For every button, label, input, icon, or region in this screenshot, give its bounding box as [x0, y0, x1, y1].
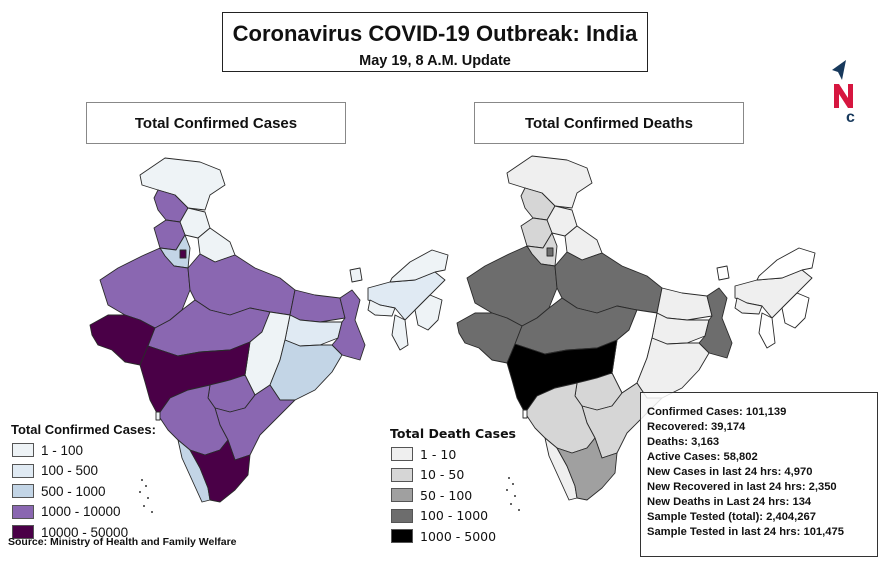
legend-item: 100 - 500 — [11, 461, 156, 482]
cases-island-dot — [147, 497, 149, 499]
cases-region-goa — [155, 411, 161, 421]
legend-item: 1 - 100 — [11, 440, 156, 461]
legend-label: 1000 - 10000 — [41, 504, 121, 520]
title-box: Coronavirus COVID-19 Outbreak: India May… — [222, 12, 648, 72]
deaths-legend: Total Death Cases 1 - 10 10 - 50 50 - 100 1… — [390, 426, 516, 547]
cases-region-delhi — [179, 249, 187, 259]
legend-swatch — [12, 463, 34, 478]
confirmed-cases-map — [89, 157, 449, 513]
deaths-island-dot — [510, 503, 512, 505]
nc-logo: c — [832, 60, 855, 126]
deaths-region-north-east-small — [781, 292, 810, 329]
deaths-panel-title: Total Confirmed Deaths — [474, 102, 744, 144]
page-title: Coronavirus COVID-19 Outbreak: India — [232, 21, 638, 46]
legend-label: 500 - 1000 — [41, 483, 106, 499]
cases-region-sikkim — [349, 267, 363, 283]
legend-swatch — [391, 467, 413, 482]
stat-line: Sample Tested (total): 2,404,267 — [647, 511, 816, 523]
deaths-region-bihar — [656, 287, 713, 321]
stat-line: Active Cases: 58,802 — [647, 451, 758, 463]
deaths-island-dot — [514, 495, 516, 497]
cases-region-north-east-small — [414, 294, 443, 331]
stats-box: Confirmed Cases: 101,139 Recovered: 39,17… — [640, 392, 878, 557]
stat-line: Confirmed Cases: 101,139 — [647, 406, 787, 418]
cases-island-dot — [141, 479, 143, 481]
deaths-region-tripura — [758, 312, 776, 349]
legend-swatch — [391, 508, 413, 523]
legend-label: 10000 - 50000 — [41, 524, 129, 540]
stat-line: Deaths: 3,163 — [647, 436, 720, 448]
cases-legend: Total Confirmed Cases: 1 - 100 100 - 500 5… — [11, 422, 156, 543]
cases-island-dot — [145, 485, 147, 487]
deaths-legend-title: Total Death Cases — [390, 426, 516, 441]
legend-item: 1000 - 5000 — [390, 526, 516, 547]
deaths-region-delhi — [546, 247, 554, 257]
legend-label: 10 - 50 — [420, 467, 465, 483]
logo-arrow-icon — [832, 60, 846, 80]
legend-item: 10000 - 50000 — [11, 522, 156, 543]
legend-swatch — [12, 504, 34, 519]
legend-label: 1 - 10 — [420, 446, 457, 462]
cases-panel-title: Total Confirmed Cases — [86, 102, 346, 144]
cases-region-arunachal-pradesh — [389, 249, 449, 283]
cases-region-meghalaya — [367, 299, 396, 317]
legend-swatch — [391, 488, 413, 503]
deaths-region-goa — [522, 409, 528, 419]
deaths-island-dot — [506, 489, 508, 491]
stat-line: Sample Tested in last 24 hrs: 101,475 — [647, 526, 844, 538]
legend-swatch — [12, 525, 34, 540]
cases-region-bihar — [289, 289, 346, 323]
deaths-island-dot — [518, 509, 520, 511]
stat-line: New Deaths in Last 24 hrs: 134 — [647, 496, 812, 508]
deaths-region-meghalaya — [734, 297, 763, 315]
logo-n-letter — [834, 84, 853, 108]
cases-region-tripura — [391, 314, 409, 351]
deaths-region-tamil-nadu — [556, 437, 618, 501]
legend-item: 100 - 1000 — [390, 506, 516, 527]
deaths-region-west-bengal — [698, 287, 733, 359]
cases-island-dot — [151, 511, 153, 513]
legend-swatch — [12, 484, 34, 499]
deaths-region-arunachal-pradesh — [756, 247, 816, 281]
cases-region-jammu-kashmir-ladakh — [139, 157, 226, 211]
legend-item: 1 - 10 — [390, 444, 516, 465]
cases-island-dot — [143, 505, 145, 507]
legend-swatch — [391, 447, 413, 462]
stat-line: Recovered: 39,174 — [647, 421, 746, 433]
stat-line: New Recovered in last 24 hrs: 2,350 — [647, 481, 837, 493]
legend-item: 1000 - 10000 — [11, 502, 156, 523]
legend-swatch — [391, 529, 413, 544]
legend-item: 10 - 50 — [390, 465, 516, 486]
deaths-region-jammu-kashmir-ladakh — [506, 155, 593, 209]
confirmed-deaths-map — [456, 155, 816, 511]
source-note: Source: Ministry of Health and Family We… — [8, 536, 237, 548]
legend-label: 50 - 100 — [420, 487, 473, 503]
deaths-region-sikkim — [716, 265, 730, 281]
legend-label: 1 - 100 — [41, 442, 84, 458]
cases-island-dot — [139, 491, 141, 493]
legend-label: 1000 - 5000 — [420, 528, 497, 544]
stat-line: New Cases in last 24 hrs: 4,970 — [647, 466, 813, 478]
deaths-island-dot — [508, 477, 510, 479]
legend-label: 100 - 1000 — [420, 508, 489, 524]
page-subtitle: May 19, 8 A.M. Update — [359, 53, 511, 69]
legend-label: 100 - 500 — [41, 463, 99, 479]
cases-region-west-bengal — [331, 289, 366, 361]
cases-region-tamil-nadu — [189, 439, 251, 503]
legend-item: 500 - 1000 — [11, 481, 156, 502]
cases-legend-title: Total Confirmed Cases: — [11, 422, 156, 437]
logo-c-letter: c — [846, 109, 855, 126]
deaths-island-dot — [512, 483, 514, 485]
legend-item: 50 - 100 — [390, 485, 516, 506]
legend-swatch — [12, 443, 34, 458]
